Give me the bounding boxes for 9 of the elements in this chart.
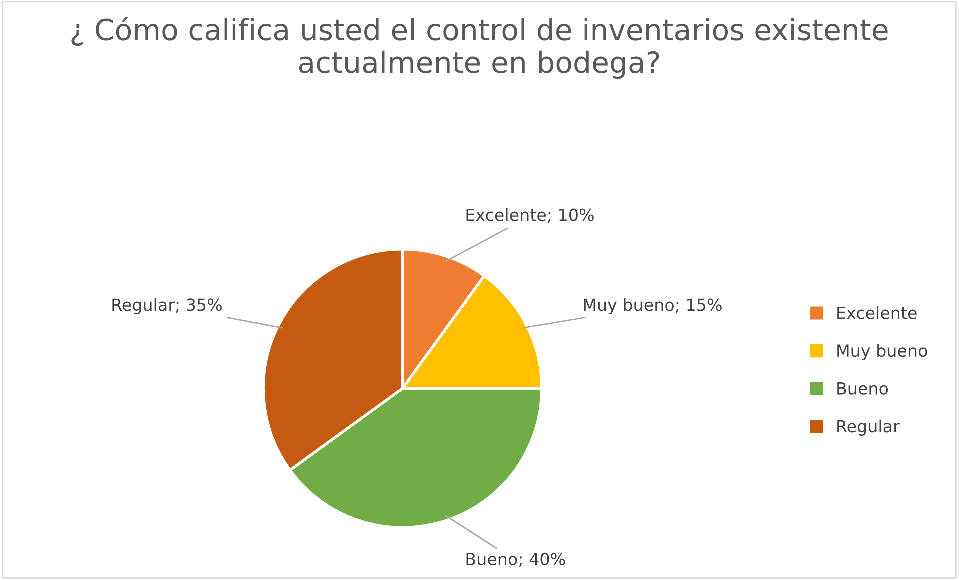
- data-label: Regular; 35%: [112, 298, 222, 315]
- chart-title: ¿ Cómo califica usted el control de inventarios existente actualmente en bodega?: [72, 17, 888, 80]
- data-label: Excelente; 10%: [466, 208, 594, 224]
- legend-label: Excelente: [838, 306, 917, 320]
- data-label: Bueno; 40%: [466, 552, 566, 568]
- data-label: Muy bueno; 15%: [584, 298, 722, 315]
- legend-label: Muy bueno: [838, 344, 928, 360]
- legend-label: Bueno: [838, 382, 888, 395]
- legend-label: Regular: [838, 420, 900, 436]
